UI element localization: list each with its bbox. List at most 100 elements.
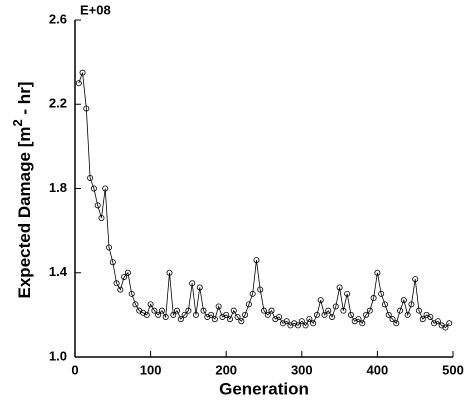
data-point — [211, 316, 218, 323]
y-tick-label: 1.0 — [49, 348, 67, 363]
data-point — [302, 322, 309, 329]
data-point — [192, 311, 199, 318]
data-line — [78, 72, 450, 329]
data-point — [166, 269, 173, 276]
data-point — [378, 290, 385, 297]
data-point — [162, 313, 169, 320]
data-point — [132, 301, 139, 308]
data-point — [442, 324, 449, 331]
data-point — [412, 276, 419, 283]
data-point — [366, 307, 373, 314]
data-point — [98, 214, 105, 221]
exponent-annotation: E+08 — [80, 2, 111, 17]
data-point — [313, 311, 320, 318]
y-axis-label: Expected Damage [m2 - hr] — [10, 82, 34, 299]
data-point — [124, 269, 131, 276]
y-tick-label: 2.2 — [49, 96, 67, 111]
data-point — [404, 311, 411, 318]
data-point — [347, 311, 354, 318]
data-point — [340, 307, 347, 314]
data-point — [344, 290, 351, 297]
data-point — [113, 280, 120, 287]
data-point — [329, 313, 336, 320]
x-tick-label: 0 — [71, 362, 78, 377]
data-point — [223, 311, 230, 318]
data-point — [355, 316, 362, 323]
data-point — [230, 307, 237, 314]
data-point — [257, 286, 264, 293]
data-point — [234, 313, 241, 320]
data-point — [208, 311, 215, 318]
data-point — [374, 269, 381, 276]
data-point — [200, 307, 207, 314]
data-point — [238, 318, 245, 325]
data-point — [242, 311, 249, 318]
data-point — [177, 316, 184, 323]
data-point — [158, 307, 165, 314]
data-point — [143, 311, 150, 318]
data-point — [434, 318, 441, 325]
data-point — [283, 318, 290, 325]
data-point — [79, 69, 86, 76]
data-point — [189, 280, 196, 287]
y-tick-label: 2.6 — [49, 11, 67, 26]
x-tick-label: 100 — [140, 362, 162, 377]
data-point — [83, 105, 90, 112]
data-point — [298, 318, 305, 325]
data-point — [276, 313, 283, 320]
y-tick-label: 1.8 — [49, 180, 67, 195]
data-point — [306, 316, 313, 323]
data-point — [151, 307, 158, 314]
data-point — [321, 311, 328, 318]
data-point — [94, 202, 101, 209]
data-point — [370, 295, 377, 302]
data-point — [260, 307, 267, 314]
data-point — [427, 313, 434, 320]
x-tick-label: 200 — [215, 362, 237, 377]
data-point — [385, 311, 392, 318]
data-point — [121, 273, 128, 280]
data-point — [90, 185, 97, 192]
data-point — [249, 290, 256, 297]
data-point — [408, 301, 415, 308]
data-point — [389, 316, 396, 323]
data-point — [185, 307, 192, 314]
data-point — [359, 320, 366, 327]
data-point — [397, 307, 404, 314]
data-point — [147, 301, 154, 308]
data-point — [363, 311, 370, 318]
y-axis-label-main: Expected Damage [m — [15, 127, 34, 299]
x-axis-label: Generation — [219, 379, 309, 398]
data-point — [170, 311, 177, 318]
data-point — [102, 185, 109, 192]
data-point — [268, 307, 275, 314]
data-point — [245, 301, 252, 308]
data-point — [446, 320, 453, 327]
data-point — [181, 311, 188, 318]
data-point — [109, 259, 116, 266]
data-point — [295, 322, 302, 329]
data-point — [253, 257, 260, 264]
data-point — [264, 311, 271, 318]
data-point — [310, 320, 317, 327]
data-point — [155, 311, 162, 318]
data-point — [317, 297, 324, 304]
data-point — [336, 284, 343, 291]
data-point — [419, 316, 426, 323]
data-point — [75, 80, 82, 87]
data-point — [400, 297, 407, 304]
x-tick-label: 500 — [442, 362, 464, 377]
data-point — [325, 307, 332, 314]
data-point — [393, 320, 400, 327]
data-point — [117, 286, 124, 293]
y-axis-label-end: - hr] — [15, 82, 34, 120]
data-point — [415, 307, 422, 314]
data-point — [106, 244, 113, 251]
data-point — [87, 174, 94, 181]
data-point — [128, 290, 135, 297]
y-axis-label-sup: 2 — [10, 119, 25, 126]
data-point — [226, 316, 233, 323]
data-point — [332, 303, 339, 310]
data-point — [174, 307, 181, 314]
